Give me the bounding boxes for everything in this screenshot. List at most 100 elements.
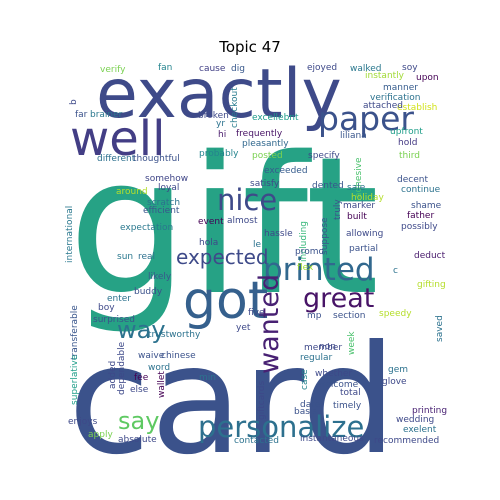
word-brainer: brainer xyxy=(90,110,123,120)
word-somehow: somehow xyxy=(145,174,188,184)
word-gift: gift xyxy=(68,116,379,337)
word-exactly: exactly xyxy=(96,55,342,134)
word-week: week xyxy=(347,331,357,355)
word-b: b xyxy=(69,99,79,105)
word-fan: fan xyxy=(158,63,172,73)
word-adhesive: adhesive xyxy=(354,157,364,198)
word-upon: upon xyxy=(416,73,439,83)
word-timely: timely xyxy=(333,401,362,411)
word-built: built xyxy=(347,212,367,222)
word-waive: waive xyxy=(138,351,165,361)
word-case: case xyxy=(300,369,310,390)
word-hold: hold xyxy=(398,138,417,148)
word-expectation: expectation xyxy=(120,223,173,233)
word-holiday: holiday xyxy=(351,193,384,203)
word-whether: whether xyxy=(315,369,352,379)
word-probably: probably xyxy=(199,149,239,159)
word-hi: hi xyxy=(218,130,226,140)
word-wanted: wanted xyxy=(254,274,285,374)
word-third: third xyxy=(399,151,420,161)
word-possibly: possibly xyxy=(401,222,438,232)
word-verify: verify xyxy=(100,65,126,75)
word-gifting: gifting xyxy=(417,280,446,290)
word-mp: mp xyxy=(307,311,322,321)
word-five: five xyxy=(248,308,265,318)
word-non: non xyxy=(319,342,336,352)
word-saved: saved xyxy=(435,315,445,342)
word-loyal: loyal xyxy=(158,183,179,193)
word-pleasantly: pleasantly xyxy=(242,139,289,149)
word-partial: partial xyxy=(349,244,378,254)
word-instantaneous: instantaneous xyxy=(300,434,364,444)
word-liliana: liliana xyxy=(340,131,367,141)
word-paper: paper xyxy=(318,99,414,138)
word-verification: verification xyxy=(370,93,420,103)
word-transferable: transferable xyxy=(70,305,80,360)
word-else: else xyxy=(130,385,149,395)
word-marker: marker xyxy=(343,201,375,211)
word-dig: dig xyxy=(231,64,245,74)
word-attached: attached xyxy=(363,101,403,111)
word-wallet: wallet xyxy=(157,371,167,398)
word-shame: shame xyxy=(411,201,442,211)
word-yet: yet xyxy=(236,323,251,333)
word-ejoyed: ejoyed xyxy=(307,63,337,73)
word-father: father xyxy=(407,211,434,221)
chart-title: Topic 47 xyxy=(218,38,281,56)
word-chinese: chinese xyxy=(161,351,196,361)
word-glove: glove xyxy=(382,377,407,387)
word-boy: boy xyxy=(98,303,115,313)
word-printing: printing xyxy=(412,406,447,416)
word-absolute: absolute xyxy=(118,435,157,445)
word-well: well xyxy=(70,111,165,167)
word-flex: flex xyxy=(297,263,314,273)
word-printed: printed xyxy=(263,252,375,288)
word-truly: truly xyxy=(333,199,343,220)
word-walked: walked xyxy=(350,64,382,74)
word-yr: yr xyxy=(216,119,225,129)
word-speedy: speedy xyxy=(379,309,412,319)
word-excellebnt: excellebnt xyxy=(252,113,299,123)
word-section: section xyxy=(333,311,365,321)
word-continue: continue xyxy=(401,185,441,195)
word-surprised: surprised xyxy=(93,315,135,325)
word-instantly: instantly xyxy=(365,71,405,81)
word-suppose: suppose xyxy=(320,217,330,255)
word-far: far xyxy=(75,110,88,120)
word-exceeded: exceeded xyxy=(264,166,308,176)
word-establish: establish xyxy=(397,103,437,113)
word-soy: soy xyxy=(402,63,418,73)
word-say: say xyxy=(118,407,159,435)
word-c: c xyxy=(393,266,398,276)
word-le: le xyxy=(253,240,262,250)
word-cause: cause xyxy=(199,64,226,74)
word-contacted: contacted xyxy=(234,436,279,446)
word-expected: expected xyxy=(176,245,269,269)
word-apply: apply xyxy=(88,430,113,440)
word-satisfy: satisfy xyxy=(250,179,280,189)
word-around: around xyxy=(116,187,148,197)
word-thoughtful: thoughtful xyxy=(133,154,180,164)
word-way: way xyxy=(117,316,166,344)
word-dependable: dependable xyxy=(117,341,127,395)
word-hassle: hassle xyxy=(264,229,293,239)
word-superlative: superlative xyxy=(70,354,80,405)
word-min: min xyxy=(199,373,216,383)
word-hola: hola xyxy=(199,238,218,248)
word-specify: specify xyxy=(308,151,340,161)
word-word: word xyxy=(148,363,170,373)
word-checkout: checkout xyxy=(230,87,240,128)
word-nice: nice xyxy=(217,183,277,217)
word-manner: manner xyxy=(383,83,418,93)
word-sun: sun xyxy=(117,252,133,262)
word-added: added xyxy=(108,361,118,389)
word-real: real xyxy=(138,252,155,262)
word-basis: basis xyxy=(294,407,317,417)
word-exelent: exelent xyxy=(403,425,437,435)
word-wedding: wedding xyxy=(396,415,434,425)
word-decent: decent xyxy=(397,175,428,185)
word-different: different xyxy=(97,154,136,164)
word-international: international xyxy=(65,206,75,263)
